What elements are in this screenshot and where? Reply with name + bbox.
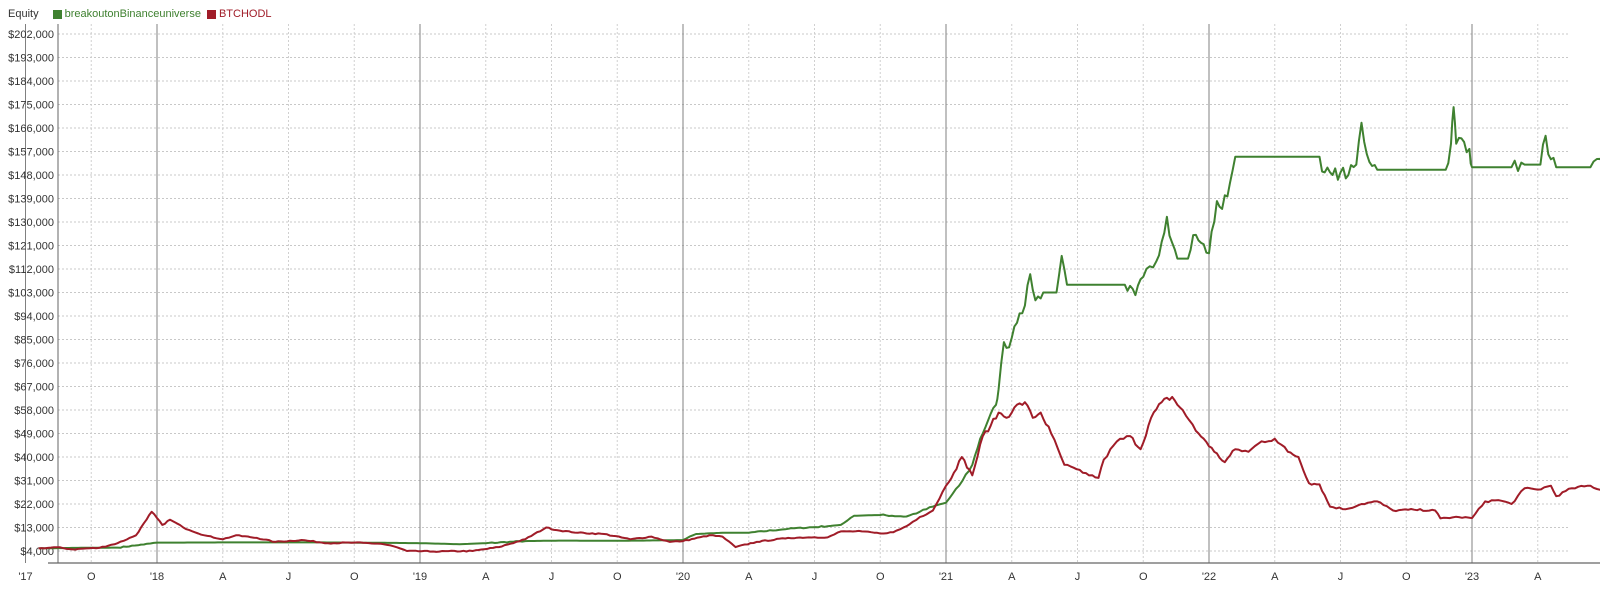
x-tick-label: J <box>549 571 555 583</box>
x-tick-label: O <box>876 571 885 583</box>
y-tick-label: $202,000 <box>8 29 54 41</box>
y-tick-label: $22,000 <box>14 499 54 511</box>
x-tick-label: J <box>1075 571 1081 583</box>
x-tick-label: A <box>482 571 490 583</box>
y-tick-label: $148,000 <box>8 170 54 182</box>
chart-title: Equity <box>8 8 39 20</box>
y-tick-label: $175,000 <box>8 100 54 112</box>
y-tick-label: $67,000 <box>14 382 54 394</box>
x-tick-label: A <box>745 571 753 583</box>
y-tick-label: $130,000 <box>8 217 54 229</box>
y-tick-label: $76,000 <box>14 358 54 370</box>
legend-label-strategy: breakoutonBinanceuniverse <box>64 8 201 20</box>
x-tick-label: J <box>1338 571 1344 583</box>
legend-item-strategy[interactable]: breakoutonBinanceuniverse <box>52 8 201 20</box>
x-tick-label: O <box>613 571 622 583</box>
y-tick-label: $112,000 <box>9 264 54 276</box>
y-tick-label: $166,000 <box>8 123 54 135</box>
y-tick-label: $193,000 <box>8 53 54 65</box>
legend-swatch-strategy <box>52 9 62 19</box>
y-axis: $4,000$13,000$22,000$31,000$40,000$49,00… <box>8 24 59 563</box>
x-tick-label: A <box>1008 571 1016 583</box>
y-tick-label: $58,000 <box>14 405 54 417</box>
y-tick-label: $157,000 <box>8 147 54 159</box>
strategy-equity-line <box>38 106 1600 550</box>
x-tick-label: A <box>1534 571 1542 583</box>
legend-swatch-btchodl <box>206 9 216 19</box>
x-tick-label: O <box>1402 571 1411 583</box>
x-tick-label: '22 <box>1202 571 1216 583</box>
x-tick-label: J <box>286 571 292 583</box>
x-axis: '17 O '18 A J O '19 A J O '20 A J O '21 A J O '22 A J O '23 A <box>18 562 1600 583</box>
x-tick-label: A <box>1271 571 1279 583</box>
btchodl-equity-line <box>38 395 1600 553</box>
x-tick-label: J <box>812 571 818 583</box>
legend-item-btchodl[interactable]: BTCHODL <box>206 8 272 20</box>
x-tick-label: O <box>87 571 96 583</box>
x-tick-label: O <box>1139 571 1148 583</box>
x-tick-label: '20 <box>676 571 690 583</box>
chart-legend: Equity breakoutonBinanceuniverse BTCHODL <box>8 6 272 22</box>
y-tick-label: $121,000 <box>8 241 54 253</box>
x-tick-label: '19 <box>413 571 427 583</box>
y-tick-label: $103,000 <box>8 288 54 300</box>
y-tick-label: $49,000 <box>14 429 54 441</box>
x-tick-label: O <box>350 571 359 583</box>
x-tick-label: A <box>219 571 227 583</box>
series-lines <box>38 106 1600 553</box>
x-tick-label: '18 <box>150 571 164 583</box>
grid-lines <box>25 24 1568 563</box>
y-tick-label: $184,000 <box>8 76 54 88</box>
y-tick-label: $94,000 <box>14 311 54 323</box>
x-tick-label: '23 <box>1465 571 1479 583</box>
legend-label-btchodl: BTCHODL <box>218 8 272 20</box>
y-tick-label: $31,000 <box>14 476 54 488</box>
y-tick-label: $139,000 <box>8 194 54 206</box>
y-tick-label: $13,000 <box>14 523 54 535</box>
x-tick-label: '17 <box>18 571 32 583</box>
x-tick-label: '21 <box>939 571 953 583</box>
y-tick-label: $85,000 <box>14 335 54 347</box>
y-tick-label: $40,000 <box>14 452 54 464</box>
